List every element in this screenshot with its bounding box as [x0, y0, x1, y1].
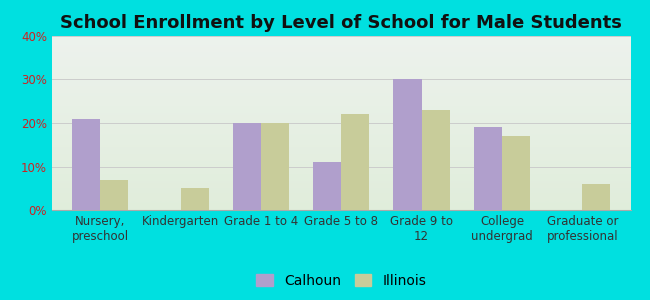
- Bar: [313, 162, 341, 210]
- Bar: [422, 110, 450, 210]
- Bar: [393, 80, 422, 210]
- Bar: [582, 184, 610, 210]
- Bar: [181, 188, 209, 210]
- Bar: [474, 127, 502, 210]
- Title: School Enrollment by Level of School for Male Students: School Enrollment by Level of School for…: [60, 14, 622, 32]
- Bar: [261, 123, 289, 210]
- Bar: [341, 114, 369, 210]
- Bar: [233, 123, 261, 210]
- Legend: Calhoun, Illinois: Calhoun, Illinois: [250, 268, 432, 293]
- Bar: [100, 179, 128, 210]
- Bar: [72, 118, 100, 210]
- Bar: [502, 136, 530, 210]
